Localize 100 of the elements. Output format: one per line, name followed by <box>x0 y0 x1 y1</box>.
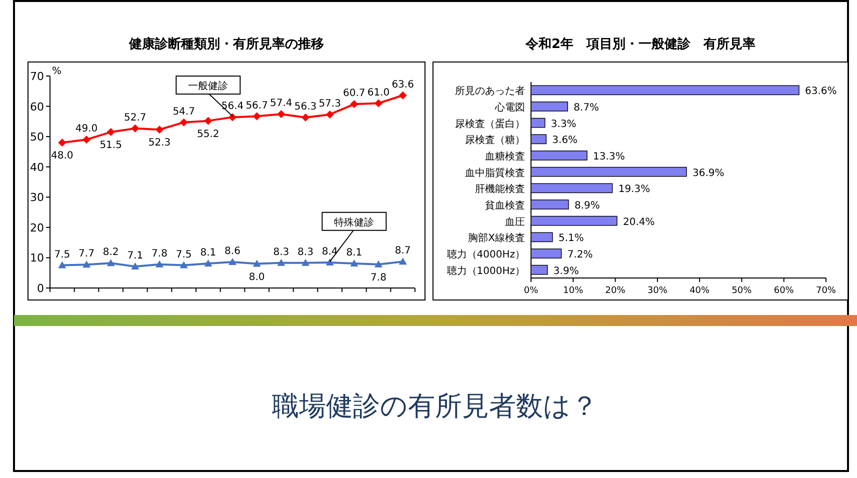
data-label: 19.3% <box>618 184 650 196</box>
point <box>58 138 66 147</box>
data-label: 36.9% <box>692 168 724 179</box>
point <box>131 262 140 270</box>
x-tick-label: 50% <box>732 286 752 296</box>
text: 一般健診 <box>188 80 228 92</box>
data-label: 3.6% <box>552 135 578 146</box>
data-label: 8.3 <box>273 246 290 258</box>
data-label: 8.1 <box>346 247 362 258</box>
y-tick-label: 0 <box>37 282 44 295</box>
data-label: 55.2 <box>197 128 220 140</box>
point <box>277 258 286 266</box>
x-tick-label: 20% <box>605 286 626 296</box>
point <box>180 261 188 268</box>
chart-title: 令和2年 項目別・一般健診 有所見率 <box>524 36 756 52</box>
y-tick-label: 所見のあった者 <box>455 85 525 98</box>
point <box>228 113 236 122</box>
point <box>302 258 310 266</box>
point <box>326 258 334 266</box>
data-label: 7.2% <box>567 250 593 260</box>
point <box>228 258 236 265</box>
point <box>82 260 90 268</box>
point <box>374 260 382 268</box>
y-tick-label: 貧血検査 <box>485 200 525 212</box>
point <box>252 260 261 267</box>
point <box>106 128 115 136</box>
data-label: 8.3 <box>298 246 314 258</box>
data-label: 60.7 <box>343 88 366 100</box>
data-label: 7.8 <box>152 248 168 260</box>
data-label: 7.1 <box>127 250 144 262</box>
point <box>252 112 261 120</box>
y-tick-label: 10 <box>30 252 44 265</box>
chart-title: 健康診断種類別・有所見率の推移 <box>128 36 324 52</box>
data-label: 7.7 <box>78 248 94 260</box>
data-label: 52.3 <box>148 138 171 149</box>
data-label: 8.4 <box>322 246 338 258</box>
data-label: 5.1% <box>558 233 584 244</box>
y-tick-label: 血中脂質検査 <box>465 166 525 179</box>
point <box>204 259 212 266</box>
y-tick-label: 30 <box>30 191 44 204</box>
data-label: 7.8 <box>370 272 386 284</box>
data-label: 61.0 <box>367 87 390 98</box>
data-label: 8.0 <box>248 272 265 283</box>
data-label: 8.2 <box>102 247 119 258</box>
y-tick-label: 胸部X線検査 <box>468 232 525 244</box>
x-tick-label: 60% <box>774 286 794 296</box>
point <box>156 126 164 134</box>
y-tick-label: 聴力（1000Hz） <box>446 264 525 277</box>
x-tick-label: 10% <box>563 286 584 296</box>
text: 特殊健診 <box>334 216 374 228</box>
y-tick-label: 60 <box>30 100 44 114</box>
data-label: 52.7 <box>124 112 146 124</box>
data-label: 8.7 <box>394 246 411 257</box>
point <box>58 261 66 268</box>
data-label: 54.7 <box>172 106 195 118</box>
y-tick-label: 血圧 <box>505 216 525 228</box>
data-label: 56.4 <box>221 101 244 112</box>
point <box>350 259 358 266</box>
y-tick-label: 尿検査（糖） <box>465 134 525 146</box>
y-tick-label: 血糖検査 <box>485 150 525 162</box>
data-label: 56.3 <box>294 101 317 112</box>
data-label: 48.0 <box>51 150 74 162</box>
text: 職場健診の有所見者数は？ <box>272 391 598 422</box>
y-tick-label: 肝機能検査 <box>475 183 525 196</box>
data-label: 51.5 <box>100 140 122 152</box>
data-label: 63.6 <box>392 79 414 90</box>
y-tick-label: 心電図 <box>494 102 525 114</box>
data-label: 20.4% <box>622 216 655 228</box>
point <box>350 100 358 108</box>
data-label: 7.5 <box>176 249 192 260</box>
y-tick-label: 50 <box>30 130 44 144</box>
y-tick-label: 聴力（4000Hz） <box>446 248 525 260</box>
data-label: 56.7 <box>246 100 268 112</box>
point <box>180 118 188 126</box>
data-label: 7.5 <box>54 249 70 260</box>
data-label: 57.4 <box>270 98 292 110</box>
data-label: 8.7% <box>574 102 600 114</box>
data-label: 3.9% <box>553 266 579 277</box>
y-axis-title: % <box>52 66 62 77</box>
y-tick-label: 70 <box>30 70 44 83</box>
y-tick-label: 尿検査（蛋白） <box>455 118 525 130</box>
point <box>398 91 407 100</box>
x-tick-label: 0% <box>524 286 539 296</box>
data-label: 63.6% <box>805 86 837 98</box>
data-label: 8.9% <box>574 200 600 212</box>
data-label: 8.1 <box>200 247 216 258</box>
data-label: 8.6 <box>224 246 240 257</box>
x-tick-label: 70% <box>816 286 836 296</box>
point <box>131 124 140 132</box>
x-tick-label: 30% <box>647 286 668 296</box>
y-tick-label: 40 <box>30 160 44 174</box>
data-label: 3.3% <box>550 118 576 130</box>
point <box>106 259 115 266</box>
data-label: 13.3% <box>593 152 625 162</box>
point <box>156 260 164 268</box>
point <box>82 136 90 144</box>
point <box>204 116 212 125</box>
point <box>277 110 286 118</box>
data-label: 57.3 <box>318 98 341 110</box>
y-tick-label: 20 <box>30 221 44 234</box>
